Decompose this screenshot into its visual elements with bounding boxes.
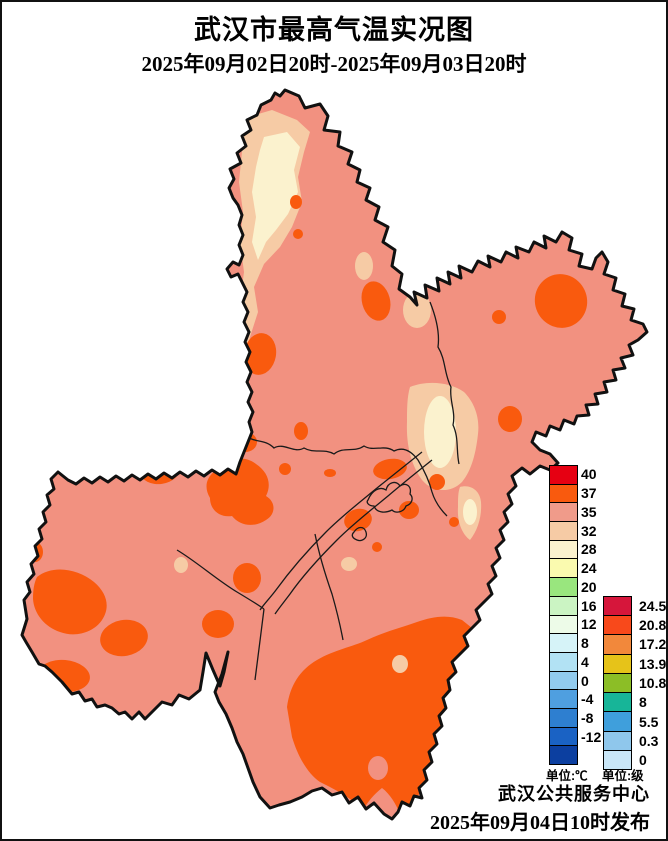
temp-28-cream-regions [48, 132, 477, 587]
legend-cell [550, 671, 577, 691]
page-title: 武汉市最高气温实况图 [194, 15, 474, 45]
legend-cell [550, 690, 577, 709]
legend-cell [550, 596, 577, 616]
legend-cell [550, 634, 577, 653]
wind-unit-label: 单位:级 [602, 769, 644, 783]
legend-cell [550, 652, 577, 672]
legend-cell [604, 693, 631, 713]
legend-cell [604, 616, 631, 636]
legend-cell [550, 615, 577, 635]
issue-time: 2025年09月04日10时发布 [430, 812, 650, 834]
legend-cell [550, 522, 577, 541]
legend-cell [550, 540, 577, 560]
wind-labels: 24.5 20.8 17.2 13.9 10.8 8 5.5 0.3 0 [639, 597, 667, 769]
legend-cell [604, 635, 631, 655]
legend-cell [550, 708, 577, 728]
wind-colorbar [603, 596, 632, 770]
legend-cell [550, 484, 577, 504]
publisher-name: 武汉公共服务中心 [498, 784, 650, 804]
legend-cell [550, 466, 577, 485]
legend-cell [604, 654, 631, 674]
legend-cell [550, 559, 577, 579]
temperature-unit-label: 单位:℃ [546, 769, 588, 783]
salmon-pockets-in-south [368, 655, 408, 780]
legend-cell [550, 746, 577, 764]
legend-cell [604, 750, 631, 769]
legend-cell [604, 712, 631, 732]
legend-cell [604, 597, 631, 617]
legend-cell [604, 731, 631, 751]
legend-cell [550, 578, 577, 597]
district-boundary-lines [176, 301, 460, 681]
legend-cell [550, 503, 577, 523]
legend-cell [550, 727, 577, 747]
legend-wind: 24.5 20.8 17.2 13.9 10.8 8 5.5 0.3 0 [603, 596, 666, 770]
legend-cell [604, 673, 631, 694]
south-heat-region [287, 616, 472, 814]
legend-temperature: 40 37 35 32 28 24 20 16 12 8 4 0 -4 -8 -… [549, 465, 601, 765]
temperature-labels: 40 37 35 32 28 24 20 16 12 8 4 0 -4 -8 -… [581, 466, 602, 745]
date-range-subtitle: 2025年09月02日20时-2025年09月03日20时 [141, 52, 527, 76]
temperature-colorbar [549, 465, 578, 765]
